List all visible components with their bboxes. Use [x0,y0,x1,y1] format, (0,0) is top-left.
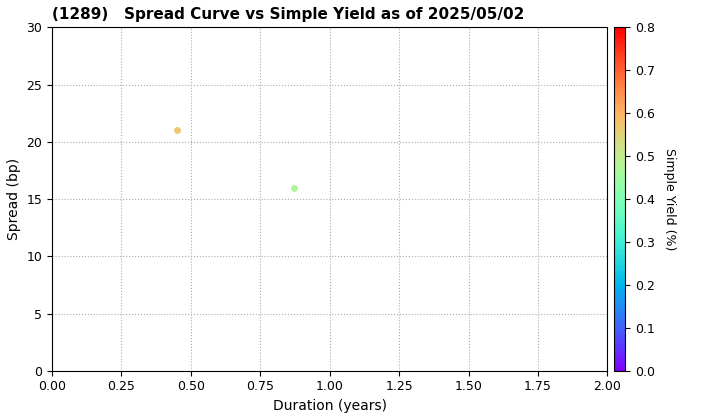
Y-axis label: Simple Yield (%): Simple Yield (%) [663,148,676,250]
Y-axis label: Spread (bp): Spread (bp) [7,158,21,240]
Point [288,184,300,191]
Text: (1289)   Spread Curve vs Simple Yield as of 2025/05/02: (1289) Spread Curve vs Simple Yield as o… [52,7,524,22]
X-axis label: Duration (years): Duration (years) [273,399,387,413]
Point [171,127,183,134]
